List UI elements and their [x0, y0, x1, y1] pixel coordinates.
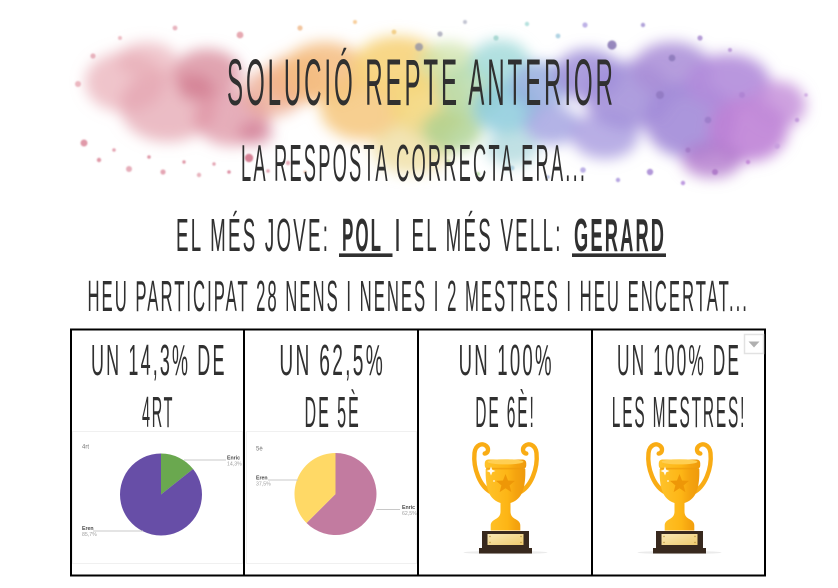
svg-text:GERARD: GERARD — [574, 210, 666, 261]
svg-text:14,3%: 14,3% — [227, 462, 242, 468]
svg-text:Eren: Eren — [82, 526, 94, 532]
svg-text:Enric: Enric — [402, 505, 415, 511]
svg-text:EL MÉS VELL:: EL MÉS VELL: — [412, 209, 563, 261]
svg-text:UN 100% DE: UN 100% DE — [617, 337, 741, 386]
svg-text:UN 62,5%: UN 62,5% — [279, 337, 385, 385]
svg-text:LA RESPOSTA CORRECTA ERA...: LA RESPOSTA CORRECTA ERA... — [241, 136, 587, 193]
svg-text:EL MÉS JOVE:: EL MÉS JOVE: — [176, 209, 330, 261]
svg-text:5è: 5è — [256, 447, 263, 453]
svg-text:4rt: 4rt — [82, 445, 89, 451]
svg-text:85,7%: 85,7% — [82, 532, 97, 538]
svg-text:Enric: Enric — [227, 456, 240, 462]
svg-text:4RT: 4RT — [142, 388, 174, 436]
svg-text:Eren: Eren — [256, 476, 268, 482]
svg-text:DE 5È: DE 5È — [305, 387, 361, 436]
svg-text:UN 100%: UN 100% — [459, 337, 554, 385]
svg-text:POL: POL — [342, 210, 383, 262]
svg-text:DE 6È!: DE 6È! — [475, 387, 535, 436]
svg-text:HEU PARTICIPAT 28 NENS I NENES: HEU PARTICIPAT 28 NENS I NENES I 2 MESTR… — [88, 271, 749, 320]
svg-text:62,5%: 62,5% — [402, 511, 417, 517]
svg-text:SOLUCIÓ REPTE ANTERIOR: SOLUCIÓ REPTE ANTERIOR — [227, 45, 616, 119]
svg-text:LES MESTRES!: LES MESTRES! — [612, 387, 746, 436]
svg-text:37,5%: 37,5% — [256, 482, 271, 488]
svg-text:I: I — [394, 209, 404, 261]
svg-text:UN 14,3% DE: UN 14,3% DE — [91, 337, 227, 385]
